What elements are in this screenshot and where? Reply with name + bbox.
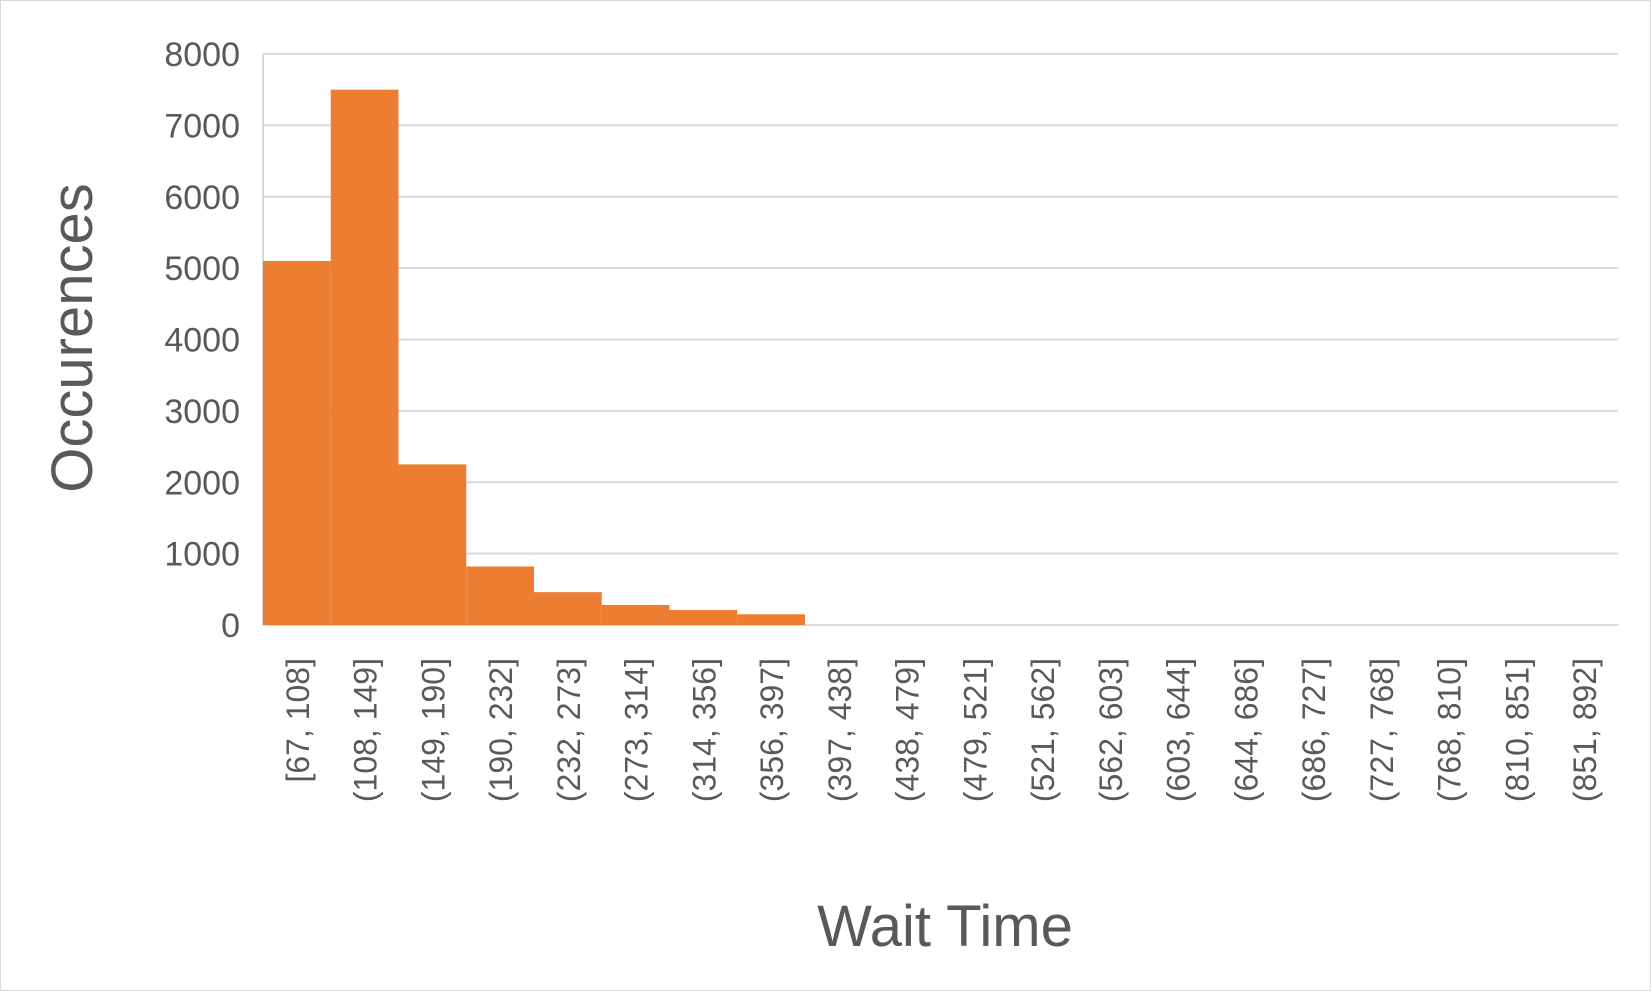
y-tick-label: 7000 bbox=[164, 107, 240, 145]
bar bbox=[737, 614, 805, 625]
bar bbox=[263, 260, 331, 625]
bar bbox=[669, 610, 738, 625]
x-tick-label: (190, 232] bbox=[483, 658, 519, 802]
x-tick-label: (768, 810] bbox=[1432, 658, 1468, 802]
x-tick-label: (273, 314] bbox=[619, 658, 655, 802]
bar bbox=[398, 464, 467, 625]
x-tick-label: (686, 727] bbox=[1296, 658, 1332, 802]
x-tick-label: (851, 892] bbox=[1567, 658, 1603, 802]
y-tick-label: 4000 bbox=[164, 322, 240, 360]
x-tick-label: [67, 108] bbox=[280, 658, 316, 783]
y-tick-label: 2000 bbox=[164, 464, 240, 502]
bar bbox=[534, 592, 602, 625]
x-tick-label: (108, 149] bbox=[348, 658, 384, 802]
bar bbox=[601, 605, 670, 625]
x-tick-label: (397, 438] bbox=[822, 658, 858, 802]
x-tick-label: (810, 851] bbox=[1499, 658, 1535, 802]
y-tick-label: 1000 bbox=[164, 536, 240, 574]
y-tick-label: 0 bbox=[221, 607, 240, 645]
bar bbox=[330, 89, 399, 625]
x-tick-label: (727, 768] bbox=[1364, 658, 1400, 802]
x-tick-label: (479, 521] bbox=[957, 658, 993, 802]
y-tick-label: 3000 bbox=[164, 393, 240, 431]
x-tick-label: (314, 356] bbox=[686, 658, 722, 802]
x-axis-tick-labels: [67, 108] (108, 149] (149, 190] (190, 232] (… bbox=[280, 658, 1603, 802]
y-axis-tick-labels: 0 1000 2000 3000 4000 5000 6000 7000 8000 bbox=[164, 36, 240, 645]
x-tick-label: (232, 273] bbox=[551, 658, 587, 802]
bars bbox=[263, 89, 805, 625]
x-axis-label: Wait Time bbox=[817, 894, 1073, 959]
x-tick-label: (521, 562] bbox=[1025, 658, 1061, 802]
x-tick-label: (603, 644] bbox=[1161, 658, 1197, 802]
y-tick-label: 6000 bbox=[164, 179, 240, 217]
x-tick-label: (644, 686] bbox=[1228, 658, 1264, 802]
x-tick-label: (356, 397] bbox=[754, 658, 790, 802]
x-tick-label: (562, 603] bbox=[1093, 658, 1129, 802]
x-tick-label: (438, 479] bbox=[890, 658, 926, 802]
y-axis-label: Occurences bbox=[40, 183, 105, 492]
bar bbox=[466, 566, 534, 625]
x-tick-label: (149, 190] bbox=[415, 658, 451, 802]
y-tick-label: 8000 bbox=[164, 36, 240, 74]
y-tick-label: 5000 bbox=[164, 250, 240, 288]
